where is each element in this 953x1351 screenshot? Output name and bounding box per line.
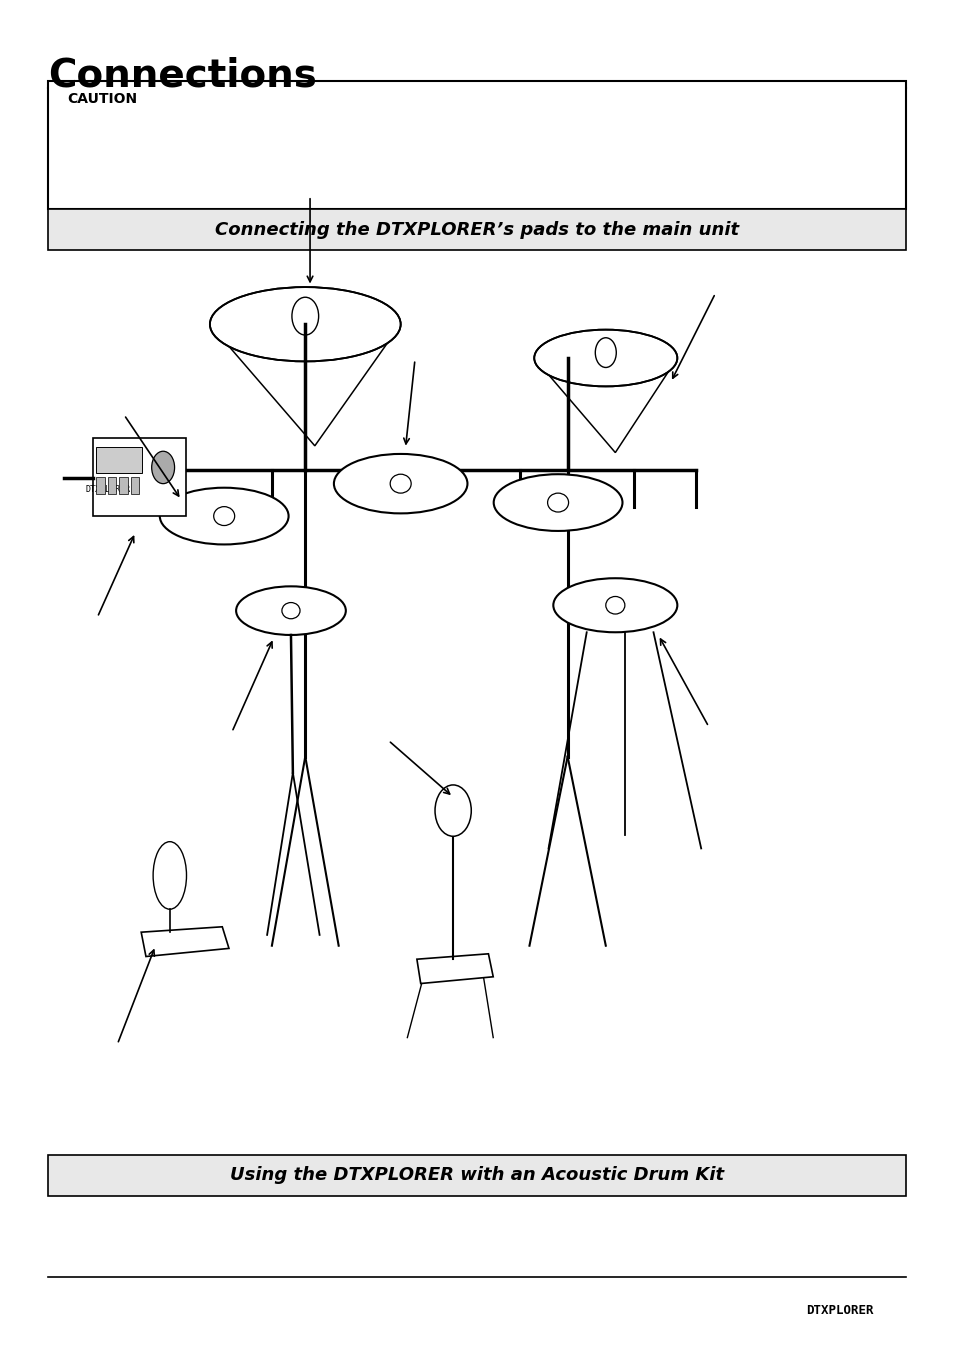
Bar <box>108 477 116 494</box>
Ellipse shape <box>292 297 318 335</box>
Polygon shape <box>141 927 229 957</box>
Bar <box>96 477 105 494</box>
Ellipse shape <box>435 785 471 836</box>
Ellipse shape <box>152 842 186 909</box>
Polygon shape <box>534 358 677 453</box>
Ellipse shape <box>152 451 174 484</box>
Bar <box>131 477 139 494</box>
Ellipse shape <box>210 288 400 362</box>
Ellipse shape <box>213 507 234 526</box>
Bar <box>48 209 905 250</box>
Bar <box>48 81 905 209</box>
Ellipse shape <box>159 488 288 544</box>
Bar <box>96 447 142 473</box>
Ellipse shape <box>547 493 568 512</box>
Polygon shape <box>210 324 400 446</box>
Ellipse shape <box>390 474 411 493</box>
Ellipse shape <box>595 338 616 367</box>
Text: Connecting the DTXPLORER’s pads to the main unit: Connecting the DTXPLORER’s pads to the m… <box>214 220 739 239</box>
Ellipse shape <box>494 474 621 531</box>
Bar <box>119 477 128 494</box>
Text: DTXPLORER: DTXPLORER <box>805 1304 872 1317</box>
Text: Using the DTXPLORER with an Acoustic Drum Kit: Using the DTXPLORER with an Acoustic Dru… <box>230 1166 723 1185</box>
Text: Connections: Connections <box>48 57 316 95</box>
Text: DTXPLORER: DTXPLORER <box>86 485 131 493</box>
Ellipse shape <box>236 586 345 635</box>
Ellipse shape <box>534 330 677 386</box>
Text: CAUTION: CAUTION <box>67 92 137 105</box>
Ellipse shape <box>605 596 624 613</box>
Polygon shape <box>416 954 493 984</box>
Ellipse shape <box>553 578 677 632</box>
Bar <box>92 438 186 516</box>
Ellipse shape <box>334 454 467 513</box>
Bar <box>48 1155 905 1196</box>
Ellipse shape <box>282 603 299 619</box>
